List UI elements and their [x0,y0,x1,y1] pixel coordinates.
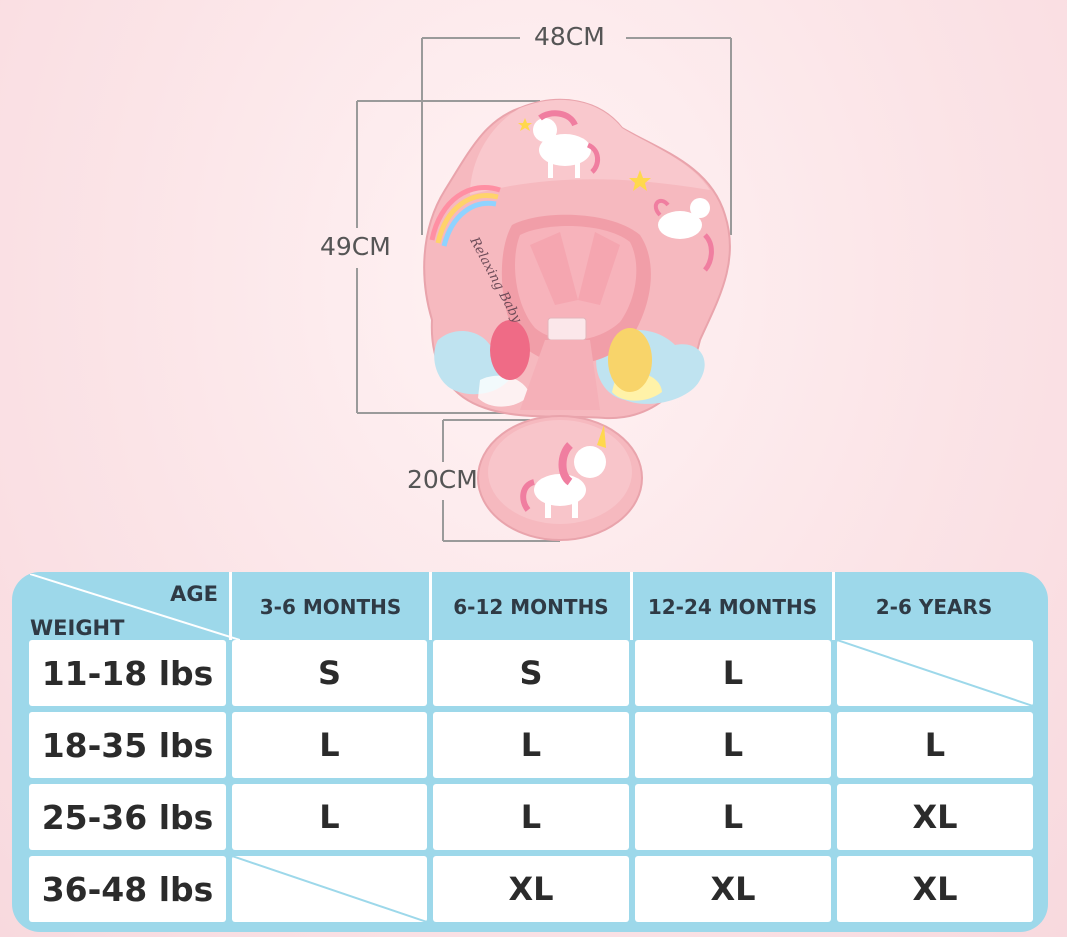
seat-float [477,415,643,541]
size-cell: L [232,712,427,778]
size-cell-not-applicable [837,640,1033,706]
size-cell: S [232,640,427,706]
column-header-3-6-months: 3-6 MONTHS [259,595,402,619]
size-cell: L [635,712,831,778]
width-dimension-label: 48CM [534,22,605,51]
cell-diagonal-line [232,856,427,922]
size-cell: L [635,784,831,850]
header-divider [630,572,633,640]
header-divider [429,572,432,640]
size-cell: XL [837,784,1033,850]
column-header-12-24-months: 12-24 MONTHS [647,595,818,619]
size-cell: L [232,784,427,850]
size-cell: L [837,712,1033,778]
baby-swim-float-illustration: Relaxing Baby [356,37,732,542]
size-cell: XL [433,856,629,922]
table-corner-header: AGE WEIGHT [30,574,240,640]
size-chart-table: AGE WEIGHT 3-6 MONTHS 6-12 MONTHS 12-24 … [12,572,1048,932]
corner-diagonal-line [30,574,240,640]
unicorn-print-top [533,110,600,178]
seat-dimension-label: 20CM [407,465,478,494]
row-header-11-18-lbs: 11-18 lbs [29,640,226,706]
column-header-2-6-years: 2-6 YEARS [875,595,993,619]
row-header-18-35-lbs: 18-35 lbs [29,712,226,778]
dimension-lines [356,37,732,542]
size-cell: L [433,712,629,778]
size-cell: L [433,784,629,850]
cell-diagonal-line [837,640,1033,706]
header-divider [229,572,232,640]
row-header-25-36-lbs: 25-36 lbs [29,784,226,850]
row-header-36-48-lbs: 36-48 lbs [29,856,226,922]
column-header-6-12-months: 6-12 MONTHS [453,595,609,619]
size-cell: L [635,640,831,706]
size-cell-not-applicable [232,856,427,922]
weight-header-label: WEIGHT [30,616,125,640]
age-header-label: AGE [170,582,218,606]
rainbow-print [429,184,501,247]
size-cell: XL [837,856,1033,922]
unicorn-print-right [653,198,714,272]
size-cell: S [433,640,629,706]
size-cell: XL [635,856,831,922]
float-ring: Relaxing Baby [423,98,731,420]
unicorn-print-seat [520,425,606,518]
header-divider [832,572,835,640]
product-image-area: Relaxing Baby 48CM 49CM 20CM [320,22,732,542]
height-dimension-label: 49CM [320,232,391,261]
